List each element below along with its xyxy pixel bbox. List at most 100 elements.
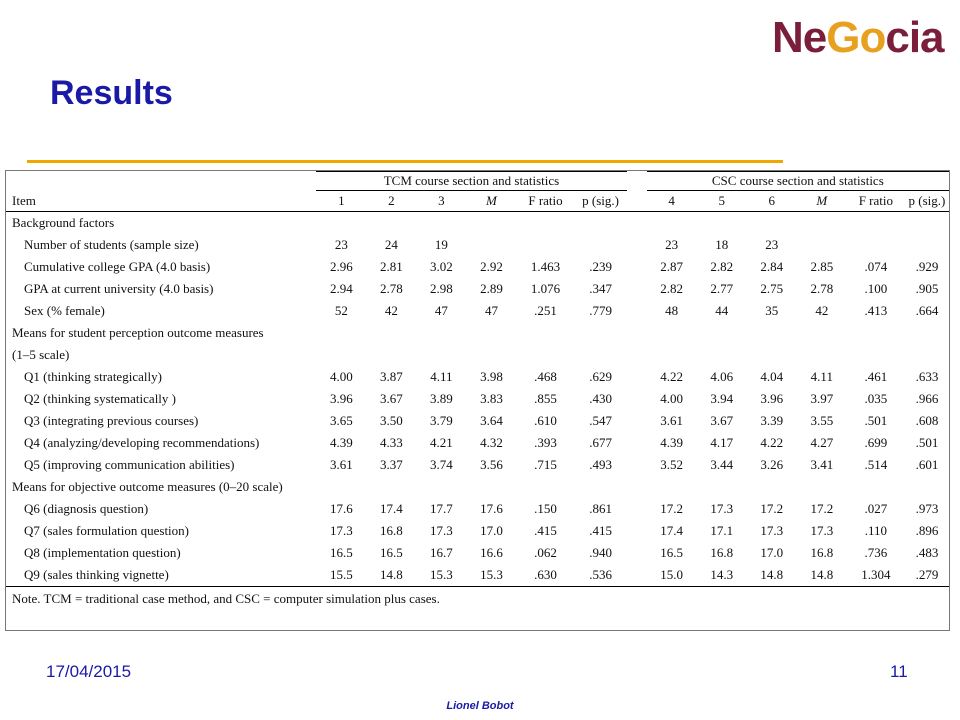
group-header-row: TCM course section and statistics CSC co… <box>6 171 949 191</box>
table-cell: .035 <box>864 391 888 406</box>
table-cell: 1.076 <box>530 281 561 296</box>
table-cell: .430 <box>589 391 612 406</box>
table-cell: 4.27 <box>810 435 834 450</box>
table-row: Q9 (sales thinking vignette) 15.5 14.8 15.3… <box>6 564 949 587</box>
column-header: 1 <box>316 190 367 212</box>
table-cell: 24 <box>384 237 398 252</box>
column-header: M <box>466 190 517 212</box>
table-cell: .074 <box>864 259 888 274</box>
table-cell: .601 <box>915 457 939 472</box>
table-cell: 17.3 <box>710 501 734 516</box>
column-header-row: Item 1 2 3 M F ratio p (sig.) 4 5 6 M F … <box>6 190 949 212</box>
footer-page-number: 11 <box>890 662 908 681</box>
table-cell: 3.52 <box>660 457 684 472</box>
table-row: Q1 (thinking strategically) 4.00 3.87 4.11 3… <box>6 366 949 388</box>
row-label: Q7 (sales formulation question) <box>24 523 189 538</box>
table-cell: .861 <box>589 501 612 516</box>
column-gap <box>627 234 647 256</box>
table-cell: 3.96 <box>760 391 784 406</box>
table-cell: 16.8 <box>710 545 734 560</box>
table-cell: 2.94 <box>329 281 353 296</box>
section-row: Means for objective outcome measures (0–… <box>6 476 949 498</box>
table-cell <box>847 234 905 256</box>
table-cell: 2.85 <box>810 259 834 274</box>
negocia-logo: Ne Go cia <box>772 10 945 66</box>
column-header: p (sig.) <box>904 190 949 212</box>
table-cell: 17.3 <box>430 523 453 538</box>
table-cell: 3.87 <box>379 369 403 384</box>
table-cell: 14.8 <box>379 567 403 582</box>
table-cell: 4.00 <box>329 369 353 384</box>
table-cell <box>905 234 949 256</box>
table-cell: .062 <box>534 545 557 560</box>
table-cell: .973 <box>915 501 939 516</box>
table-cell: 4.22 <box>760 435 784 450</box>
logo-text-part2: Go <box>826 13 886 62</box>
group-header-csc: CSC course section and statistics <box>646 171 949 191</box>
table-cell: 2.89 <box>480 281 503 296</box>
table-cell: 16.6 <box>480 545 503 560</box>
table-note-row: Note. TCM = traditional case method, and… <box>6 586 949 611</box>
table-cell: 2.98 <box>430 281 453 296</box>
table-cell: .855 <box>534 391 557 406</box>
table-cell: 16.5 <box>660 545 684 560</box>
table-cell: 3.44 <box>710 457 734 472</box>
table-cell: .150 <box>534 501 557 516</box>
table-cell: 23 <box>765 237 779 252</box>
table-cell: 3.26 <box>760 457 784 472</box>
table-note: Note. TCM = traditional case method, and… <box>6 586 949 611</box>
table-cell: 17.2 <box>810 501 834 516</box>
table-cell: 2.84 <box>760 259 784 274</box>
table-cell: .413 <box>864 303 888 318</box>
table-cell: 17.4 <box>660 523 684 538</box>
table-cell: 2.82 <box>660 281 684 296</box>
table-cell: 47 <box>434 303 448 318</box>
table-cell: 17.6 <box>329 501 353 516</box>
table-cell: .483 <box>915 545 939 560</box>
table-cell: 1.304 <box>861 567 891 582</box>
table-cell <box>797 234 847 256</box>
table-body: Background factors Number of students (sa… <box>6 212 949 587</box>
table-cell: .468 <box>534 369 557 384</box>
table-cell: .415 <box>589 523 612 538</box>
column-gap <box>627 388 647 410</box>
column-header: F ratio <box>846 190 905 212</box>
row-label: Q4 (analyzing/developing recommendations… <box>24 435 260 450</box>
row-label: Cumulative college GPA (4.0 basis) <box>24 259 211 274</box>
group-header-tcm: TCM course section and statistics <box>316 171 627 191</box>
table-cell: 17.3 <box>810 523 834 538</box>
row-label: Q2 (thinking systematically ) <box>24 391 177 406</box>
table-cell: 2.81 <box>379 259 403 274</box>
table-cell: 16.8 <box>379 523 403 538</box>
table-cell: 3.61 <box>660 413 684 428</box>
table-cell: 3.67 <box>379 391 403 406</box>
table-cell: 16.5 <box>329 545 353 560</box>
table-cell: 3.94 <box>710 391 734 406</box>
row-label: Q6 (diagnosis question) <box>24 501 149 516</box>
column-header: 2 <box>366 190 417 212</box>
table-cell: 15.5 <box>329 567 353 582</box>
column-gap <box>627 300 647 322</box>
table-cell: 2.78 <box>810 281 834 296</box>
table-cell: 2.75 <box>760 281 784 296</box>
footer-author: Lionel Bobot <box>446 700 514 712</box>
table-cell: .629 <box>589 369 612 384</box>
table-cell: 4.22 <box>660 369 684 384</box>
slide-title: Results <box>50 74 173 112</box>
table-cell: 2.82 <box>710 259 734 274</box>
table-cell: 3.56 <box>480 457 503 472</box>
table-cell: 17.7 <box>430 501 453 516</box>
table-cell: .608 <box>915 413 939 428</box>
table-cell: 3.39 <box>760 413 784 428</box>
table-cell: 14.3 <box>710 567 734 582</box>
table-cell: 4.04 <box>760 369 784 384</box>
table-row: Number of students (sample size) 23 24 19 23… <box>6 234 949 256</box>
table-cell: 16.5 <box>379 545 403 560</box>
table-cell: 44 <box>715 303 729 318</box>
table-cell: 3.79 <box>430 413 453 428</box>
section-row: (1–5 scale) <box>6 344 949 366</box>
section-label: Means for student perception outcome mea… <box>12 325 264 340</box>
table-row: Q6 (diagnosis question) 17.6 17.4 17.7 17.6.… <box>6 498 949 520</box>
table-cell <box>575 234 627 256</box>
table-row: Q4 (analyzing/developing recommendations… <box>6 432 949 454</box>
